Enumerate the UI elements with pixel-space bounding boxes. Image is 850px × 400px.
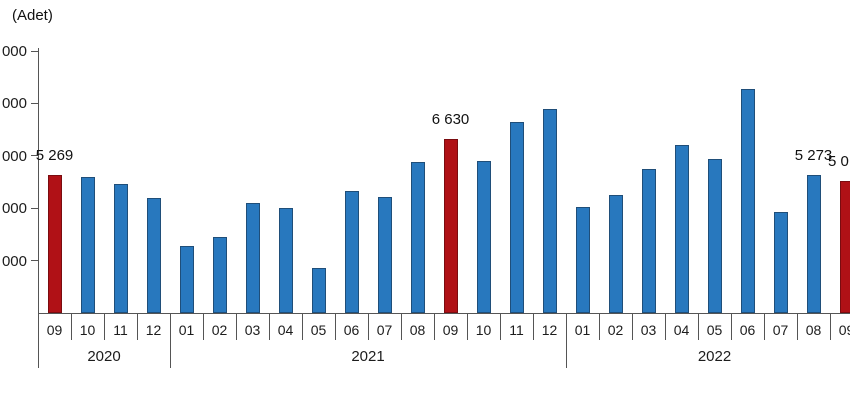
bar-2020-10	[80, 176, 95, 313]
month-divider	[764, 314, 765, 340]
year-label-2021: 2021	[351, 348, 385, 365]
month-divider	[269, 314, 270, 340]
bar-2022-02	[608, 195, 623, 313]
month-label-2022-01: 01	[574, 322, 591, 338]
y-tick-label: 000	[1, 147, 27, 165]
bar-2022-09	[839, 181, 850, 313]
bar-2021-01	[179, 245, 194, 313]
bar-2021-02	[212, 237, 227, 313]
month-label-2021-11: 11	[509, 322, 524, 338]
bar-2022-05	[707, 159, 722, 313]
month-label-2022-09: 09	[838, 322, 850, 338]
bar-2021-07	[377, 197, 392, 313]
month-label-2020-09: 09	[46, 322, 63, 338]
month-divider	[401, 314, 402, 340]
y-tick-label: 000	[1, 200, 27, 218]
bar-2020-12	[146, 198, 161, 313]
year-divider	[566, 314, 567, 368]
bar-2021-08	[410, 161, 425, 313]
month-label-2021-01: 01	[178, 322, 195, 338]
bar-2021-06	[344, 190, 359, 313]
month-divider	[797, 314, 798, 340]
month-divider	[698, 314, 699, 340]
month-label-2022-05: 05	[706, 322, 723, 338]
month-label-2022-08: 08	[805, 322, 822, 338]
x-axis-line	[38, 313, 850, 314]
bar-2021-03	[245, 202, 260, 313]
month-label-2020-11: 11	[113, 322, 128, 338]
y-tick-mark	[31, 207, 38, 209]
month-divider	[434, 314, 435, 340]
month-divider	[467, 314, 468, 340]
unit-label: (Adet)	[12, 7, 53, 24]
month-divider	[731, 314, 732, 340]
month-divider	[335, 314, 336, 340]
y-tick-label: 000	[1, 43, 27, 60]
y-tick-mark	[31, 260, 38, 262]
data-label-2021-09: 6 630	[431, 111, 470, 129]
month-divider	[302, 314, 303, 340]
month-divider	[137, 314, 138, 340]
month-label-2021-10: 10	[475, 322, 492, 338]
y-axis-line	[38, 48, 39, 368]
month-label-2021-07: 07	[376, 322, 393, 338]
month-label-2021-03: 03	[244, 322, 261, 338]
y-tick-mark	[31, 102, 38, 104]
bar-2021-12	[542, 108, 557, 313]
data-label-2020-09: 5 269	[35, 146, 74, 164]
bar-2022-04	[674, 144, 689, 313]
bar-2022-07	[773, 211, 788, 313]
month-divider	[830, 314, 831, 340]
year-divider	[170, 314, 171, 368]
month-divider	[533, 314, 534, 340]
bar-2021-09	[443, 139, 458, 313]
month-divider	[500, 314, 501, 340]
month-label-2021-05: 05	[310, 322, 327, 338]
month-label-2022-04: 04	[673, 322, 690, 338]
month-divider	[368, 314, 369, 340]
y-tick-mark	[31, 50, 38, 52]
month-divider	[632, 314, 633, 340]
month-label-2022-07: 07	[772, 322, 789, 338]
bar-2021-05	[311, 268, 326, 313]
month-label-2021-06: 06	[343, 322, 360, 338]
bar-2022-01	[575, 206, 590, 313]
month-label-2022-03: 03	[640, 322, 657, 338]
month-label-2021-02: 02	[211, 322, 228, 338]
year-label-2020: 2020	[87, 348, 121, 365]
month-label-2022-06: 06	[739, 322, 756, 338]
bar-2021-04	[278, 208, 293, 313]
bar-2022-03	[641, 168, 656, 313]
month-label-2022-02: 02	[607, 322, 624, 338]
bar-2022-06	[740, 88, 755, 313]
month-label-2021-04: 04	[277, 322, 294, 338]
bar-2021-11	[509, 121, 524, 313]
month-label-2021-12: 12	[541, 322, 558, 338]
bar-2020-09	[47, 174, 62, 313]
month-label-2021-08: 08	[409, 322, 426, 338]
month-divider	[665, 314, 666, 340]
month-label-2020-12: 12	[145, 322, 162, 338]
bar-2022-08	[806, 174, 821, 313]
month-divider	[104, 314, 105, 340]
month-label-2021-09: 09	[442, 322, 459, 338]
month-divider	[203, 314, 204, 340]
month-divider	[599, 314, 600, 340]
data-label-2022-08: 5 273	[794, 146, 833, 164]
data-label-2022-09: 5 0	[828, 153, 849, 171]
y-tick-mark	[31, 155, 38, 157]
month-label-2020-10: 10	[79, 322, 96, 338]
month-divider	[236, 314, 237, 340]
y-tick-label: 000	[1, 252, 27, 270]
y-tick-label: 000	[1, 95, 27, 113]
month-divider	[71, 314, 72, 340]
bar-2021-10	[476, 161, 491, 313]
year-label-2022: 2022	[697, 348, 732, 365]
bar-2020-11	[113, 183, 128, 313]
